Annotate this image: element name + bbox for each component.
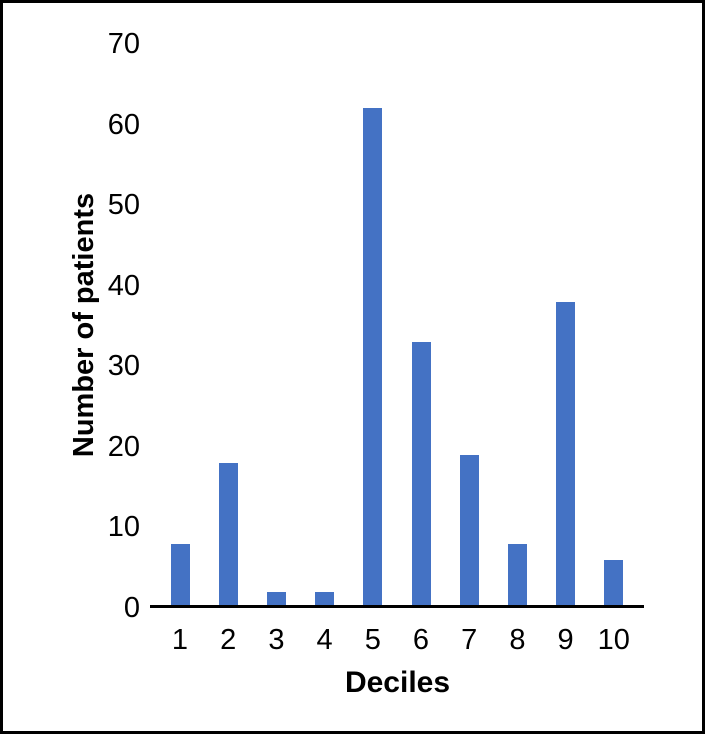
bar-decile-1 — [170, 544, 190, 608]
x-tick-label-6: 6 — [412, 624, 430, 656]
x-tick-label-4: 4 — [316, 624, 333, 656]
bar-decile-10 — [604, 560, 624, 608]
y-tick-label-70: 70 — [107, 28, 140, 60]
y-tick-label-50: 50 — [107, 189, 140, 221]
x-axis-title: Deciles — [344, 666, 451, 699]
bar-decile-5 — [363, 108, 383, 608]
x-tick-label-2: 2 — [220, 624, 237, 656]
y-tick-label-10: 10 — [107, 511, 140, 543]
x-axis-line — [150, 605, 644, 608]
y-tick-label-0: 0 — [123, 592, 140, 624]
y-tick-label-30: 30 — [107, 350, 140, 382]
bar-decile-3 — [266, 592, 286, 608]
x-tick-label-10: 10 — [597, 624, 630, 656]
bar-decile-6 — [411, 342, 431, 608]
bar-decile-7 — [459, 455, 479, 608]
x-tick-label-8: 8 — [509, 624, 526, 656]
x-tick-label-9: 9 — [557, 624, 574, 656]
bar-decile-9 — [556, 302, 576, 608]
x-tick-label-7: 7 — [461, 624, 478, 656]
y-tick-label-20: 20 — [107, 431, 140, 463]
x-tick-label-1: 1 — [171, 624, 189, 656]
x-tick-label-3: 3 — [268, 624, 285, 656]
y-tick-label-40: 40 — [107, 270, 140, 302]
y-tick-label-60: 60 — [107, 109, 140, 141]
x-tick-label-5: 5 — [364, 624, 381, 656]
bar-decile-2 — [218, 463, 238, 608]
bar-decile-8 — [507, 544, 527, 608]
bar-decile-4 — [315, 592, 335, 608]
